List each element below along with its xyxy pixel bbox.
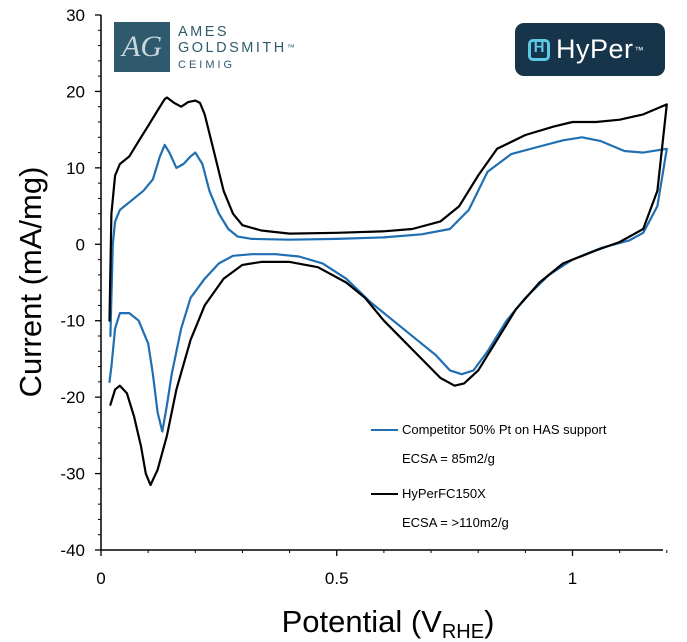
- y-tick-label: 0: [76, 235, 85, 254]
- tick-labels: -40 -30 -20 -10 0 10 20 30 0 0.5 1: [60, 6, 577, 588]
- y-tick-label: 30: [66, 6, 85, 25]
- y-tick-label: 10: [66, 159, 85, 178]
- x-axis-title-main: Potential (V: [282, 604, 443, 639]
- y-tick-label: -20: [60, 388, 85, 407]
- ames-goldsmith-logo: AG AMES GOLDSMITH™ CEIMIG: [114, 22, 334, 76]
- hyper-logo: HyPer ™: [515, 23, 665, 76]
- x-tick-label: 0: [96, 569, 105, 588]
- y-tick-label: -40: [60, 541, 85, 560]
- legend-label-hyperfc150x: HyPerFC150X: [402, 486, 486, 501]
- x-tick-label: 0.5: [325, 569, 349, 588]
- hyper-trademark: ™: [634, 44, 644, 55]
- axes: [100, 15, 663, 551]
- legend-note-hyperfc150x: ECSA = >110m2/g: [402, 515, 509, 530]
- ames-line3: CEIMIG: [178, 59, 236, 71]
- ames-text: AMES GOLDSMITH™ CEIMIG: [178, 24, 295, 73]
- legend-label-competitor: Competitor 50% Pt on HAS support: [402, 422, 607, 437]
- legend: Competitor 50% Pt on HAS support ECSA = …: [371, 422, 607, 530]
- y-axis-title: Current (mA/mg): [13, 167, 48, 398]
- x-axis-title: Potential (VRHE): [282, 604, 495, 642]
- series-line-competitor: [108, 136, 668, 433]
- hyper-logo-text: HyPer: [556, 34, 634, 64]
- ames-line1: AMES: [178, 24, 230, 40]
- ames-line2: GOLDSMITH: [178, 40, 287, 56]
- ames-trademark: ™: [286, 43, 295, 52]
- y-tick-label: 20: [66, 82, 85, 101]
- x-tick-label: 1: [568, 569, 577, 588]
- ticks: [95, 14, 668, 556]
- legend-note-competitor: ECSA = 85m2/g: [402, 451, 495, 466]
- x-axis-title-subscript: RHE: [442, 621, 484, 642]
- y-tick-label: -10: [60, 312, 85, 331]
- ames-line2-row: GOLDSMITH™: [178, 40, 295, 56]
- hyper-h-icon: [528, 38, 550, 61]
- y-tick-label: -30: [60, 465, 85, 484]
- series-line-hyperfc150x: [108, 96, 668, 487]
- ag-badge: AG: [114, 22, 170, 72]
- x-axis-title-close: ): [484, 604, 494, 639]
- plot-series: [108, 96, 668, 487]
